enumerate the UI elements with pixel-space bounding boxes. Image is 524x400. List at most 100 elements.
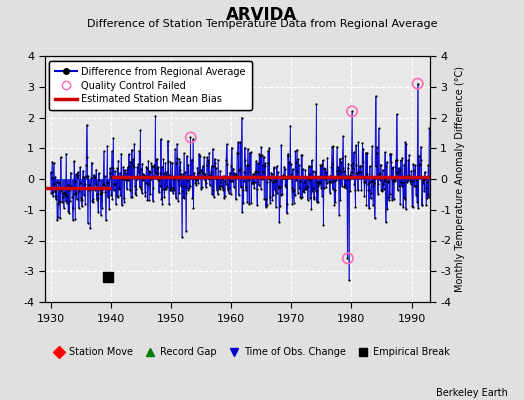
Point	[303, 183, 311, 189]
Point	[378, 187, 386, 194]
Point	[191, 175, 199, 182]
Point	[374, 190, 382, 197]
Point	[151, 113, 160, 119]
Point	[406, 177, 414, 184]
Point	[409, 167, 418, 173]
Point	[410, 182, 418, 189]
Point	[220, 195, 228, 201]
Point	[256, 175, 264, 181]
Point	[298, 194, 307, 200]
Point	[204, 176, 213, 182]
Point	[319, 222, 328, 228]
Point	[183, 177, 192, 183]
Point	[79, 168, 88, 174]
Point	[135, 148, 144, 154]
Point	[271, 177, 279, 183]
Point	[367, 190, 375, 196]
Point	[129, 162, 137, 168]
Text: 1940: 1940	[96, 314, 125, 324]
Point	[150, 164, 158, 170]
Point	[263, 178, 271, 185]
Point	[308, 188, 316, 194]
Point	[169, 190, 177, 196]
Point	[104, 274, 112, 281]
Point	[210, 193, 218, 200]
Point	[349, 160, 357, 166]
Point	[361, 193, 369, 199]
Point	[242, 184, 250, 190]
Point	[72, 190, 80, 196]
Point	[285, 159, 293, 165]
Point	[100, 182, 108, 188]
Point	[295, 185, 303, 191]
Text: 1960: 1960	[217, 314, 245, 324]
Point	[414, 152, 423, 159]
Point	[310, 196, 318, 202]
Point	[77, 194, 85, 201]
Point	[82, 162, 90, 168]
Point	[70, 178, 79, 185]
Point	[152, 156, 161, 162]
Point	[390, 176, 398, 182]
Point	[53, 217, 61, 223]
Point	[326, 179, 335, 186]
Point	[294, 162, 303, 168]
Point	[242, 187, 250, 194]
Point	[213, 176, 221, 182]
Point	[196, 166, 205, 173]
Point	[333, 144, 341, 150]
Point	[301, 167, 310, 173]
Point	[396, 167, 404, 174]
Point	[107, 192, 115, 198]
Point	[163, 138, 172, 144]
Point	[178, 188, 187, 195]
Point	[318, 161, 326, 167]
Point	[58, 186, 66, 192]
Point	[195, 169, 204, 175]
Point	[339, 133, 347, 140]
Point	[140, 172, 148, 178]
Point	[184, 162, 193, 168]
Point	[347, 162, 356, 168]
Point	[144, 180, 152, 187]
Point	[314, 178, 323, 185]
Point	[249, 171, 258, 178]
Point	[48, 192, 57, 199]
Point	[245, 150, 254, 156]
Point	[347, 169, 355, 175]
Point	[386, 158, 395, 165]
Point	[377, 186, 385, 193]
Point	[225, 178, 234, 184]
Point	[93, 191, 101, 197]
Point	[145, 168, 154, 175]
Point	[388, 178, 397, 184]
Point	[216, 183, 225, 190]
Point	[94, 170, 103, 176]
Point	[91, 186, 99, 193]
Point	[231, 175, 239, 181]
Point	[118, 176, 126, 182]
Point	[263, 202, 271, 208]
Point	[259, 153, 268, 160]
Point	[172, 194, 180, 201]
Point	[114, 157, 123, 164]
Point	[153, 165, 161, 171]
Point	[162, 172, 171, 179]
Point	[376, 162, 385, 168]
Point	[97, 189, 106, 195]
Point	[363, 150, 371, 156]
Point	[155, 177, 163, 184]
Point	[318, 192, 326, 199]
Point	[352, 142, 360, 148]
Point	[111, 168, 119, 174]
Point	[385, 194, 393, 201]
Point	[254, 169, 263, 175]
Point	[180, 195, 189, 202]
Point	[243, 199, 252, 205]
Point	[289, 166, 297, 172]
Point	[245, 177, 253, 183]
Point	[314, 199, 322, 205]
Point	[238, 186, 247, 193]
Point	[417, 157, 425, 163]
Point	[210, 156, 219, 162]
